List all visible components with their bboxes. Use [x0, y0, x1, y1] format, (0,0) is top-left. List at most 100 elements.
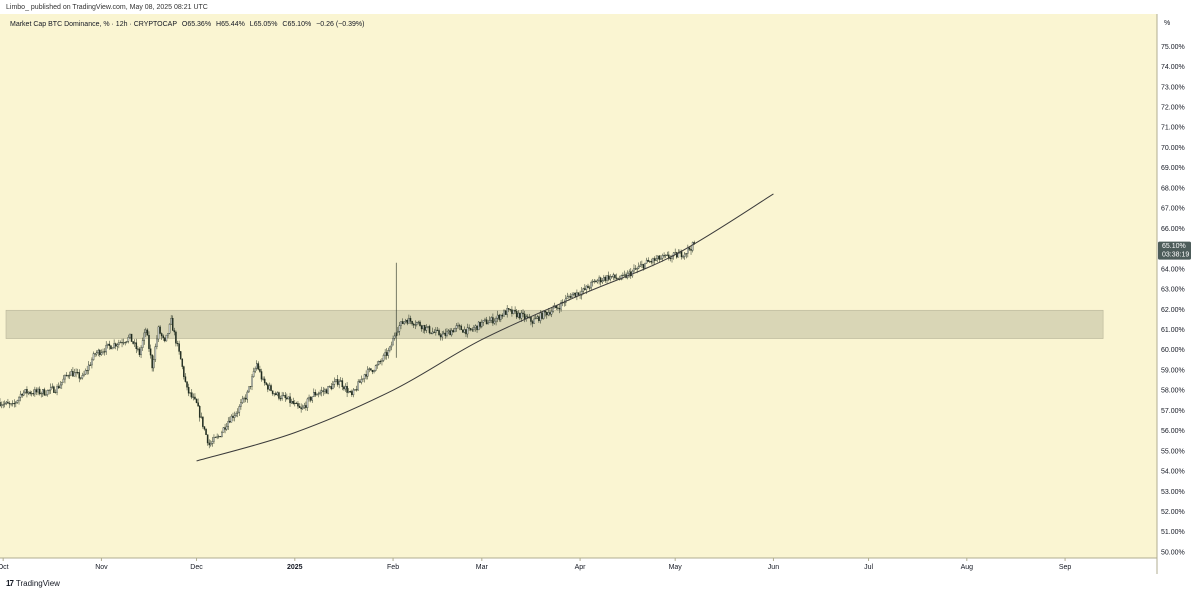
candle-body — [490, 317, 493, 321]
candle-body — [664, 254, 667, 257]
candle-body — [16, 400, 19, 403]
candle-body — [206, 434, 209, 444]
candle-body — [542, 310, 545, 319]
candle-body — [208, 442, 210, 446]
candle-body — [534, 317, 537, 320]
candle-body — [249, 386, 252, 388]
candle-body — [227, 420, 229, 427]
candle-body — [328, 386, 331, 388]
candle-body — [382, 355, 385, 361]
candle-body — [251, 376, 253, 387]
candle-body — [333, 381, 336, 385]
candle-body — [270, 385, 272, 391]
candle-body — [221, 432, 223, 437]
candle-body — [184, 376, 187, 382]
candle-body — [435, 329, 437, 333]
candle-body — [43, 389, 46, 396]
candle-body — [503, 310, 505, 317]
candle-body — [533, 318, 535, 324]
candle-body — [443, 332, 445, 335]
candle-body — [320, 390, 323, 393]
candle-body — [187, 387, 190, 394]
candle-body — [512, 309, 515, 314]
candle-body — [278, 392, 280, 399]
candle-body — [458, 325, 461, 327]
candle-body — [281, 395, 283, 399]
plot-background — [0, 14, 1157, 558]
candle-body — [612, 274, 615, 278]
candle-body — [677, 253, 680, 258]
candle-body — [385, 352, 388, 356]
candle-body — [661, 255, 664, 259]
candle-body — [151, 354, 153, 369]
candle-body — [660, 257, 662, 260]
candle-body — [639, 264, 642, 267]
candle-body — [173, 330, 176, 333]
candle-body — [80, 377, 82, 379]
support-zone[interactable] — [5, 309, 1104, 339]
candle-body — [550, 310, 553, 315]
candle-body — [476, 325, 478, 331]
candle-body — [623, 274, 626, 276]
candle-body — [32, 393, 35, 395]
candle-body — [653, 258, 656, 261]
candle-body — [157, 326, 160, 340]
candle-body — [522, 312, 524, 315]
candle-body — [305, 405, 307, 408]
candle-body — [406, 320, 409, 324]
candle-body — [454, 328, 456, 333]
close-value: 65.10% — [287, 21, 311, 28]
candle-body — [286, 397, 288, 400]
time-axis-background[interactable] — [0, 558, 1157, 574]
candle-body — [10, 403, 12, 405]
candle-body — [132, 341, 134, 344]
candle-body — [436, 329, 439, 331]
candle-body — [530, 316, 532, 322]
candle-body — [308, 396, 310, 400]
price-tick-label: 59.00% — [1161, 367, 1185, 374]
candle-body — [373, 370, 375, 373]
candle-body — [471, 329, 474, 331]
candle-body — [557, 307, 559, 309]
candle-body — [546, 312, 548, 316]
candle-body — [181, 358, 184, 367]
candle-body — [49, 387, 52, 391]
candle-body — [360, 379, 363, 383]
candle-body — [0, 402, 1, 407]
candle-body — [376, 364, 378, 366]
candle-body — [572, 292, 575, 295]
candle-body — [62, 378, 65, 383]
candle-body — [650, 261, 653, 263]
candle-body — [637, 266, 640, 269]
price-tick-label: 70.00% — [1161, 145, 1185, 152]
candle-body — [393, 335, 396, 339]
price-axis-unit[interactable]: % — [1164, 20, 1170, 27]
candle-body — [400, 321, 402, 326]
candle-body — [560, 302, 562, 310]
price-axis-background[interactable] — [1157, 14, 1200, 558]
candle-body — [275, 393, 277, 396]
candle-body — [504, 310, 507, 315]
candle-body — [468, 327, 470, 329]
candle-body — [347, 391, 350, 393]
candle-body — [359, 381, 361, 383]
candle-body — [574, 292, 577, 297]
candle-body — [67, 375, 69, 377]
candle-body — [213, 437, 215, 442]
candle-body — [433, 331, 436, 333]
candle-body — [555, 305, 558, 309]
candle-body — [384, 352, 386, 356]
price-tick-label: 74.00% — [1161, 64, 1185, 71]
candle-body — [70, 370, 73, 376]
candle-body — [582, 288, 585, 292]
trendline-curve[interactable] — [196, 193, 774, 462]
candle-body — [517, 312, 520, 318]
candle-body — [45, 394, 47, 396]
candle-body — [571, 294, 573, 298]
candle-body — [336, 379, 339, 385]
last-price-value: 65.10% — [1162, 243, 1186, 250]
candle-body — [197, 402, 199, 407]
candle-body — [86, 370, 88, 372]
low-label: L — [250, 21, 254, 28]
